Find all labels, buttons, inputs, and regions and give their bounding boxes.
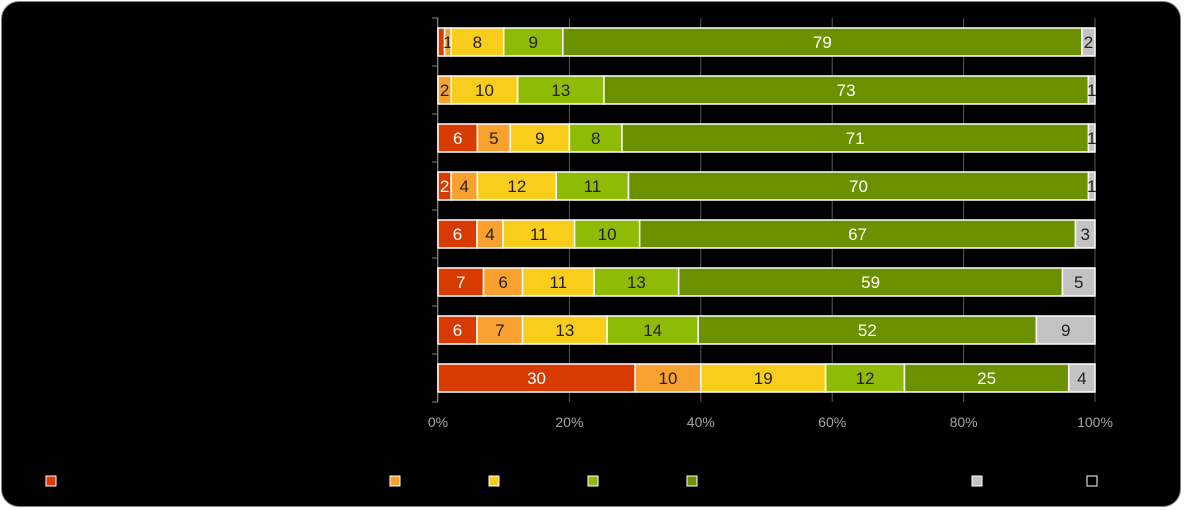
legend-swatch [488, 475, 500, 487]
data-label: 19 [754, 369, 773, 388]
data-label: 5 [1074, 273, 1083, 292]
data-label: 67 [848, 225, 867, 244]
data-label: 6 [453, 225, 462, 244]
bar-segment [606, 315, 699, 345]
legend-swatch [389, 475, 401, 487]
legend-swatch [587, 475, 599, 487]
data-label: 8 [473, 33, 482, 52]
data-label: 13 [555, 321, 574, 340]
bar-segment [1081, 27, 1096, 57]
data-label: 79 [813, 33, 832, 52]
x-tick-label: 80% [950, 414, 978, 430]
data-label: 2 [440, 177, 449, 196]
data-label: 4 [1077, 369, 1086, 388]
data-label: 14 [643, 321, 662, 340]
x-tick-label: 20% [555, 414, 583, 430]
legend-swatch [45, 475, 57, 487]
bar-segment [1074, 219, 1096, 249]
data-label: 11 [550, 273, 568, 292]
data-label: 2 [1084, 33, 1093, 52]
data-label: 25 [977, 369, 996, 388]
bar-segment [568, 123, 623, 153]
data-label: 9 [535, 129, 544, 148]
bar-segment [593, 267, 680, 297]
bar-segment [562, 27, 1083, 57]
bar-segment [1087, 171, 1096, 201]
data-label: 12 [507, 177, 526, 196]
bar-segment [824, 363, 906, 393]
bar-segment [603, 75, 1090, 105]
data-label: 30 [527, 369, 546, 388]
data-label: 1 [1087, 177, 1096, 196]
x-tick-label: 40% [687, 414, 715, 430]
bar-segment [450, 75, 519, 105]
data-label: 9 [1061, 321, 1070, 340]
data-label: 8 [591, 129, 600, 148]
data-label: 4 [485, 225, 494, 244]
bar-segment [697, 315, 1038, 345]
bar-segment [521, 267, 595, 297]
data-label: 73 [837, 81, 856, 100]
bar-segment [516, 75, 605, 105]
data-label: 1 [1087, 129, 1096, 148]
data-label: 1 [443, 33, 452, 52]
bar-segment [700, 363, 827, 393]
data-label: 5 [489, 129, 498, 148]
data-label: 6 [453, 321, 462, 340]
data-label: 6 [453, 129, 462, 148]
bar-segment [502, 219, 576, 249]
data-label: 52 [858, 321, 877, 340]
bar-segment [1087, 123, 1096, 153]
bar-segment [638, 219, 1077, 249]
legend-swatch [971, 475, 983, 487]
data-label: 12 [856, 369, 875, 388]
data-label: 7 [495, 321, 504, 340]
data-label: 10 [658, 369, 677, 388]
data-label: 11 [584, 177, 602, 196]
data-label: 6 [498, 273, 507, 292]
data-label: 70 [849, 177, 868, 196]
x-tick-label: 0% [428, 414, 448, 430]
legend-swatch [686, 475, 698, 487]
data-label: 13 [627, 273, 646, 292]
bar-segment [1067, 363, 1096, 393]
data-label: 10 [475, 81, 494, 100]
bar-segment [437, 267, 485, 297]
data-label: 9 [529, 33, 538, 52]
bar-segment [1061, 267, 1096, 297]
data-label: 2 [440, 81, 449, 100]
data-label: 71 [846, 129, 865, 148]
bar-segment [903, 363, 1070, 393]
bar-segment [502, 27, 564, 57]
data-label: 11 [530, 225, 548, 244]
data-label: 3 [1081, 225, 1090, 244]
bar-segment [1035, 315, 1096, 345]
bar-segment [1087, 75, 1096, 105]
data-label: 4 [460, 177, 469, 196]
bar-segment [437, 315, 478, 345]
bar-segment [521, 315, 608, 345]
bar-segment [482, 267, 524, 297]
data-label: 1 [1087, 81, 1096, 100]
data-label: 13 [551, 81, 570, 100]
x-tick-label: 100% [1077, 414, 1113, 430]
data-label: 59 [861, 273, 880, 292]
data-label: 7 [456, 273, 465, 292]
x-tick-label: 60% [818, 414, 846, 430]
data-label: 10 [598, 225, 617, 244]
bar-segment [509, 123, 571, 153]
bar-segment [450, 27, 505, 57]
legend-swatch [1086, 475, 1098, 487]
bar-segment [621, 123, 1090, 153]
